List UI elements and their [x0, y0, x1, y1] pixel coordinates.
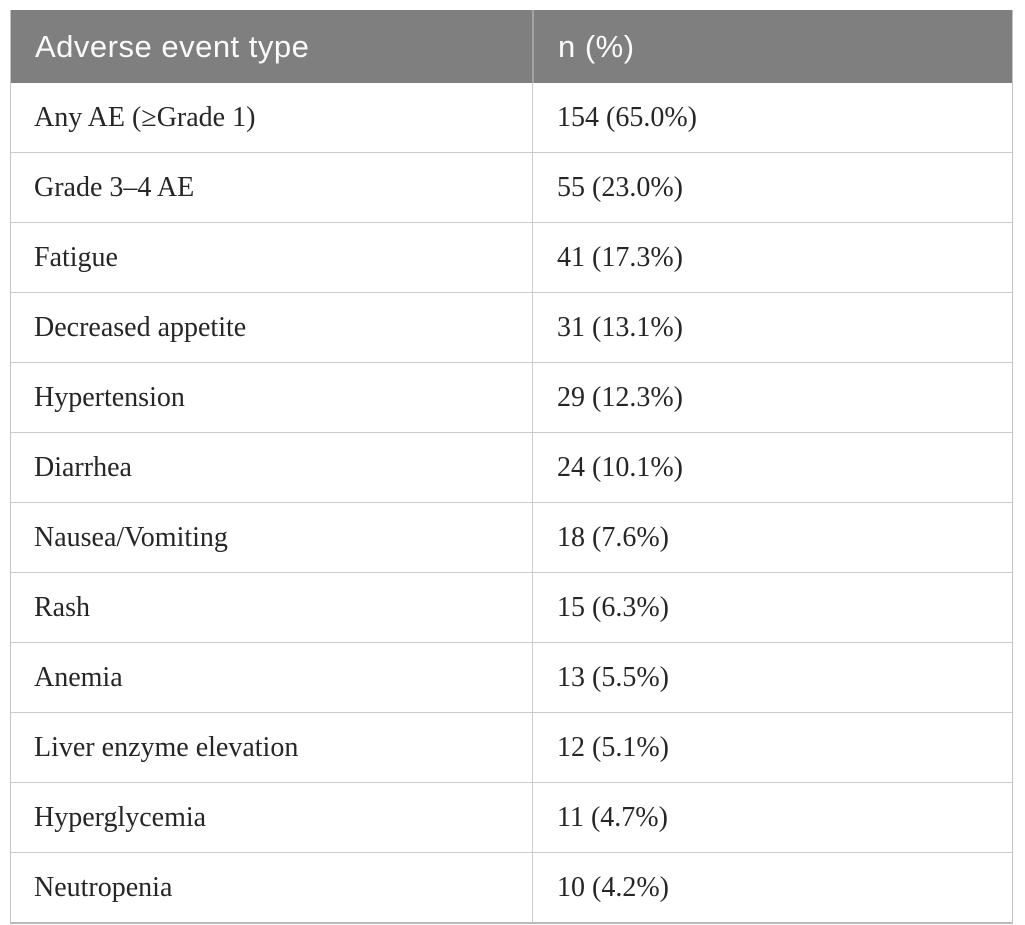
count-cell: 41 (17.3%): [532, 223, 1012, 292]
adverse-events-table: Adverse event type n (%) Any AE (≥Grade …: [10, 10, 1013, 924]
event-type-cell: Anemia: [34, 661, 123, 693]
count-cell: 10 (4.2%): [532, 853, 1012, 922]
event-type-cell: Any AE (≥Grade 1): [34, 101, 256, 133]
event-type-cell: Nausea/Vomiting: [34, 521, 228, 553]
count-cell: 11 (4.7%): [532, 783, 1012, 852]
count-cell: 15 (6.3%): [532, 573, 1012, 642]
table-row: Anemia 13 (5.5%): [11, 642, 1012, 712]
event-type-cell: Liver enzyme elevation: [34, 731, 299, 763]
table-row: Any AE (≥Grade 1) 154 (65.0%): [11, 83, 1012, 152]
event-type-cell: Diarrhea: [34, 451, 132, 483]
count-cell: 12 (5.1%): [532, 713, 1012, 782]
count-cell: 31 (13.1%): [532, 293, 1012, 362]
count-cell: 24 (10.1%): [532, 433, 1012, 502]
table-row: Hyperglycemia 11 (4.7%): [11, 782, 1012, 852]
event-type-cell: Decreased appetite: [34, 311, 247, 343]
table-row: Nausea/Vomiting 18 (7.6%): [11, 502, 1012, 572]
table-row: Neutropenia 10 (4.2%): [11, 852, 1012, 922]
event-type-cell: Hyperglycemia: [34, 801, 207, 833]
event-type-cell: Fatigue: [34, 241, 118, 273]
table-row: Liver enzyme elevation 12 (5.1%): [11, 712, 1012, 782]
count-cell: 13 (5.5%): [532, 643, 1012, 712]
event-type-cell: Rash: [34, 591, 90, 623]
event-type-cell: Hypertension: [34, 381, 185, 413]
header-adverse-event-type: Adverse event type: [35, 28, 310, 64]
table-row: Rash 15 (6.3%): [11, 572, 1012, 642]
table-body: Any AE (≥Grade 1) 154 (65.0%) Grade 3–4 …: [11, 83, 1012, 922]
table-row: Diarrhea 24 (10.1%): [11, 432, 1012, 502]
event-type-cell: Grade 3–4 AE: [34, 171, 195, 203]
count-cell: 18 (7.6%): [532, 503, 1012, 572]
count-cell: 55 (23.0%): [532, 153, 1012, 222]
event-type-cell: Neutropenia: [34, 871, 173, 903]
table-row: Hypertension 29 (12.3%): [11, 362, 1012, 432]
count-cell: 29 (12.3%): [532, 363, 1012, 432]
table-header-row: Adverse event type n (%): [11, 10, 1012, 83]
count-cell: 154 (65.0%): [532, 83, 1012, 152]
table-row: Decreased appetite 31 (13.1%): [11, 292, 1012, 362]
header-n-percent: n (%): [532, 10, 1012, 83]
table-row: Fatigue 41 (17.3%): [11, 222, 1012, 292]
table-row: Grade 3–4 AE 55 (23.0%): [11, 152, 1012, 222]
